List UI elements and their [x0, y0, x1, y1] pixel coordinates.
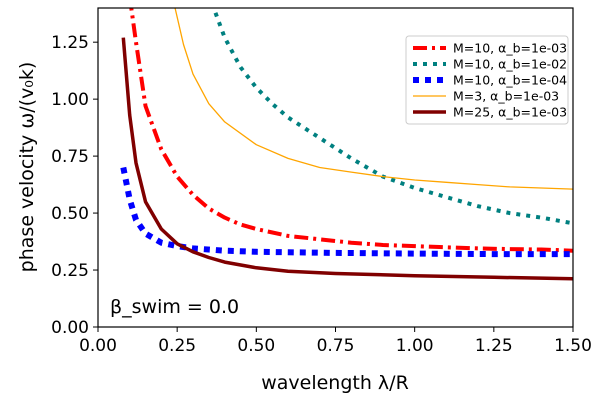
- series-layer: [120, 8, 573, 281]
- legend-box: [405, 35, 569, 125]
- x-tick-label: 0.75: [317, 336, 355, 356]
- series-line-m-10-b-1e-03: [129, 8, 573, 253]
- y-axis-ticks: 0.00 0.25 0.50 0.75 1.00 1.25: [51, 33, 98, 338]
- beta-swim-annotation: β_swim = 0.0: [110, 296, 239, 318]
- legend-label: M=10, α_b=1e-04: [453, 73, 567, 88]
- x-tick-label: 1.50: [554, 336, 592, 356]
- x-tick-label: 0.00: [79, 336, 117, 356]
- series-line-m-25-b-1e-03: [121, 37, 573, 281]
- y-axis-label: phase velocity ω/(v₀k): [16, 62, 38, 273]
- series-line-m-10-b-1e-02: [211, 8, 573, 226]
- legend-label: M=25, α_b=1e-03: [453, 105, 567, 120]
- legend-label: M=10, α_b=1e-03: [453, 41, 567, 56]
- legend: M=10, α_b=1e-03M=10, α_b=1e-02M=10, α_b=…: [405, 35, 569, 125]
- x-axis-ticks: 0.00 0.25 0.50 0.75 1.00 1.25 1.50: [79, 327, 592, 356]
- y-tick-label: 0.50: [51, 204, 89, 224]
- x-tick-label: 0.50: [237, 336, 275, 356]
- y-tick-label: 1.25: [51, 33, 89, 53]
- x-tick-label: 1.25: [475, 336, 513, 356]
- y-tick-label: 1.00: [51, 90, 89, 110]
- legend-label: M=3, α_b=1e-03: [453, 89, 559, 104]
- y-tick-label: 0.00: [51, 318, 89, 338]
- y-tick-label: 0.25: [51, 261, 89, 281]
- x-axis-label: wavelength λ/R: [261, 372, 409, 394]
- x-tick-label: 1.00: [396, 336, 434, 356]
- series-line-m-10-b-1e-04: [120, 166, 573, 258]
- x-tick-label: 0.25: [158, 336, 196, 356]
- legend-label: M=10, α_b=1e-02: [453, 57, 567, 72]
- y-tick-label: 0.75: [51, 147, 89, 167]
- series-line-m-3-b-1e-03: [174, 8, 573, 190]
